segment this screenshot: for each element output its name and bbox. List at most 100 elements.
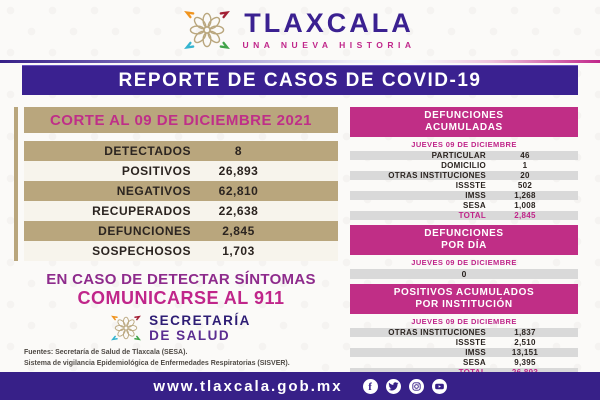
section-title-line1: DEFUNCIONES xyxy=(424,228,504,239)
brand-text-block: TLAXCALA UNA NUEVA HISTORIA xyxy=(242,8,416,51)
row-label: SESA xyxy=(463,358,486,367)
stat-label: DETECTADOS xyxy=(104,144,191,158)
table-row: ISSSTE 2,510 xyxy=(350,338,578,347)
section-title-line2: POR DÍA xyxy=(441,240,487,251)
report-title-banner: REPORTE DE CASOS DE COVID-19 xyxy=(22,65,578,95)
section-table: PARTICULAR 46 DOMICILIO 1 OTRAS INSTITUC… xyxy=(350,151,578,220)
gradient-divider xyxy=(0,60,600,63)
stat-value: 22,638 xyxy=(218,204,259,218)
row-label: IMSS xyxy=(465,191,486,200)
stat-value: 62,810 xyxy=(218,184,259,198)
row-value: 13,151 xyxy=(511,348,539,357)
stat-label: NEGATIVOS xyxy=(116,184,191,198)
government-url[interactable]: www.tlaxcala.gob.mx xyxy=(153,377,343,395)
brand-name: TLAXCALA xyxy=(244,8,414,38)
facebook-icon[interactable]: f xyxy=(362,378,378,394)
footer-bar: www.tlaxcala.gob.mx f xyxy=(0,372,600,400)
table-row: POSITIVOS 26,893 xyxy=(24,161,338,181)
call-911-notice: COMUNICARSE AL 911 xyxy=(77,288,285,308)
source-line: Sistema de vigilancia Epidemiológica de … xyxy=(24,359,290,367)
table-row: ISSSTE 502 xyxy=(350,181,578,190)
instagram-icon[interactable] xyxy=(408,378,424,394)
stat-label: SOSPECHOSOS xyxy=(92,244,191,258)
cutoff-date-text: CORTE AL 09 DE DICIEMBRE 2021 xyxy=(49,111,313,129)
section-title-line1: POSITIVOS ACUMULADOS xyxy=(393,287,535,298)
table-row: IMSS 1,268 xyxy=(350,191,578,200)
row-value: 46 xyxy=(520,151,530,160)
section-defunciones-acumuladas: DEFUNCIONES ACUMULADAS JUEVES 09 DE DICI… xyxy=(350,107,578,220)
row-label: TOTAL xyxy=(458,211,486,220)
table-row: IMSS 13,151 xyxy=(350,348,578,357)
row-label: DOMICILIO xyxy=(441,161,486,170)
stat-value: 2,845 xyxy=(222,224,255,238)
row-label: SESA xyxy=(463,201,486,210)
stat-label: POSITIVOS xyxy=(121,164,191,178)
data-sources-note: Fuentes: Secretaría de Salud de Tlaxcala… xyxy=(24,348,338,369)
tlaxcala-flower-logo-icon xyxy=(184,7,230,53)
report-title: REPORTE DE CASOS DE COVID-19 xyxy=(118,69,482,91)
section-table: OTRAS INSTITUCIONES 1,837 ISSSTE 2,510 I… xyxy=(350,328,578,377)
left-accent-strip xyxy=(14,107,18,261)
section-date: JUEVES 09 DE DICIEMBRE xyxy=(411,317,517,326)
health-ministry-logo: SECRETARÍA DE SALUD xyxy=(24,313,338,343)
table-row: DOMICILIO 1 xyxy=(350,161,578,170)
section-header: POSITIVOS ACUMULADOS POR INSTITUCIÓN xyxy=(350,284,578,314)
social-icons-group: f xyxy=(362,378,447,394)
row-value: 9,395 xyxy=(514,358,536,367)
table-row: PARTICULAR 46 xyxy=(350,151,578,160)
section-defunciones-por-dia: DEFUNCIONES POR DÍA JUEVES 09 DE DICIEMB… xyxy=(350,225,578,279)
row-label: OTRAS INSTITUCIONES xyxy=(388,171,486,180)
row-value: 1 xyxy=(522,161,528,170)
report-body: CORTE AL 09 DE DICIEMBRE 2021 DETECTADOS… xyxy=(0,95,600,377)
row-value: 20 xyxy=(520,171,530,180)
section-date: JUEVES 09 DE DICIEMBRE xyxy=(411,258,517,267)
cutoff-date-banner: CORTE AL 09 DE DICIEMBRE 2021 xyxy=(24,107,338,133)
ministry-flower-icon xyxy=(111,313,141,343)
brand-tagline: UNA NUEVA HISTORIA xyxy=(242,40,416,50)
row-label: ISSSTE xyxy=(455,181,486,190)
section-title-line1: DEFUNCIONES xyxy=(424,110,504,121)
row-label: ISSSTE xyxy=(455,338,486,347)
stat-value: 26,893 xyxy=(218,164,259,178)
section-title-line2: ACUMULADAS xyxy=(425,122,503,133)
youtube-icon[interactable] xyxy=(431,378,447,394)
table-row: NEGATIVOS 62,810 xyxy=(24,181,338,201)
table-row: DEFUNCIONES 2,845 xyxy=(24,221,338,241)
summary-stats-table: DETECTADOS 8 POSITIVOS 26,893 NEGATIVOS … xyxy=(24,141,338,261)
detail-panel: DEFUNCIONES ACUMULADAS JUEVES 09 DE DICI… xyxy=(350,107,578,377)
table-row-total: TOTAL 2,845 xyxy=(350,211,578,220)
table-row: DETECTADOS 8 xyxy=(24,141,338,161)
stat-value: 1,703 xyxy=(222,244,255,258)
ministry-name-line2: DE SALUD xyxy=(149,328,231,343)
row-label: OTRAS INSTITUCIONES xyxy=(388,328,486,337)
stat-value: 8 xyxy=(234,144,243,158)
source-line: Fuentes: Secretaría de Salud de Tlaxcala… xyxy=(24,349,188,356)
summary-panel: CORTE AL 09 DE DICIEMBRE 2021 DETECTADOS… xyxy=(14,107,338,372)
symptoms-notice: EN CASO DE DETECTAR SÍNTOMAS xyxy=(46,271,316,288)
ministry-name-line1: SECRETARÍA xyxy=(149,313,251,328)
table-row: OTRAS INSTITUCIONES 20 xyxy=(350,171,578,180)
stat-label: RECUPERADOS xyxy=(92,204,191,218)
stat-label: DEFUNCIONES xyxy=(98,224,191,238)
row-value: 1,268 xyxy=(514,191,536,200)
row-value: 502 xyxy=(517,181,533,190)
table-row: SESA 9,395 xyxy=(350,358,578,367)
state-brand-header: TLAXCALA UNA NUEVA HISTORIA xyxy=(0,0,600,60)
table-row: OTRAS INSTITUCIONES 1,837 xyxy=(350,328,578,337)
twitter-icon[interactable] xyxy=(385,378,401,394)
row-value: 2,510 xyxy=(514,338,536,347)
section-header: DEFUNCIONES ACUMULADAS xyxy=(350,107,578,137)
section-title-line2: POR INSTITUCIÓN xyxy=(415,299,513,310)
section-date: JUEVES 09 DE DICIEMBRE xyxy=(411,140,517,149)
row-label: IMSS xyxy=(465,348,486,357)
row-value: 1,837 xyxy=(514,328,536,337)
section-header: DEFUNCIONES POR DÍA xyxy=(350,225,578,255)
row-value: 2,845 xyxy=(514,211,536,220)
row-value: 1,008 xyxy=(514,201,536,210)
row-label: PARTICULAR xyxy=(431,151,486,160)
table-row: SESA 1,008 xyxy=(350,201,578,210)
deaths-per-day-value: 0 xyxy=(350,269,578,279)
table-row: SOSPECHOSOS 1,703 xyxy=(24,241,338,261)
section-positivos-por-institucion: POSITIVOS ACUMULADOS POR INSTITUCIÓN JUE… xyxy=(350,284,578,377)
